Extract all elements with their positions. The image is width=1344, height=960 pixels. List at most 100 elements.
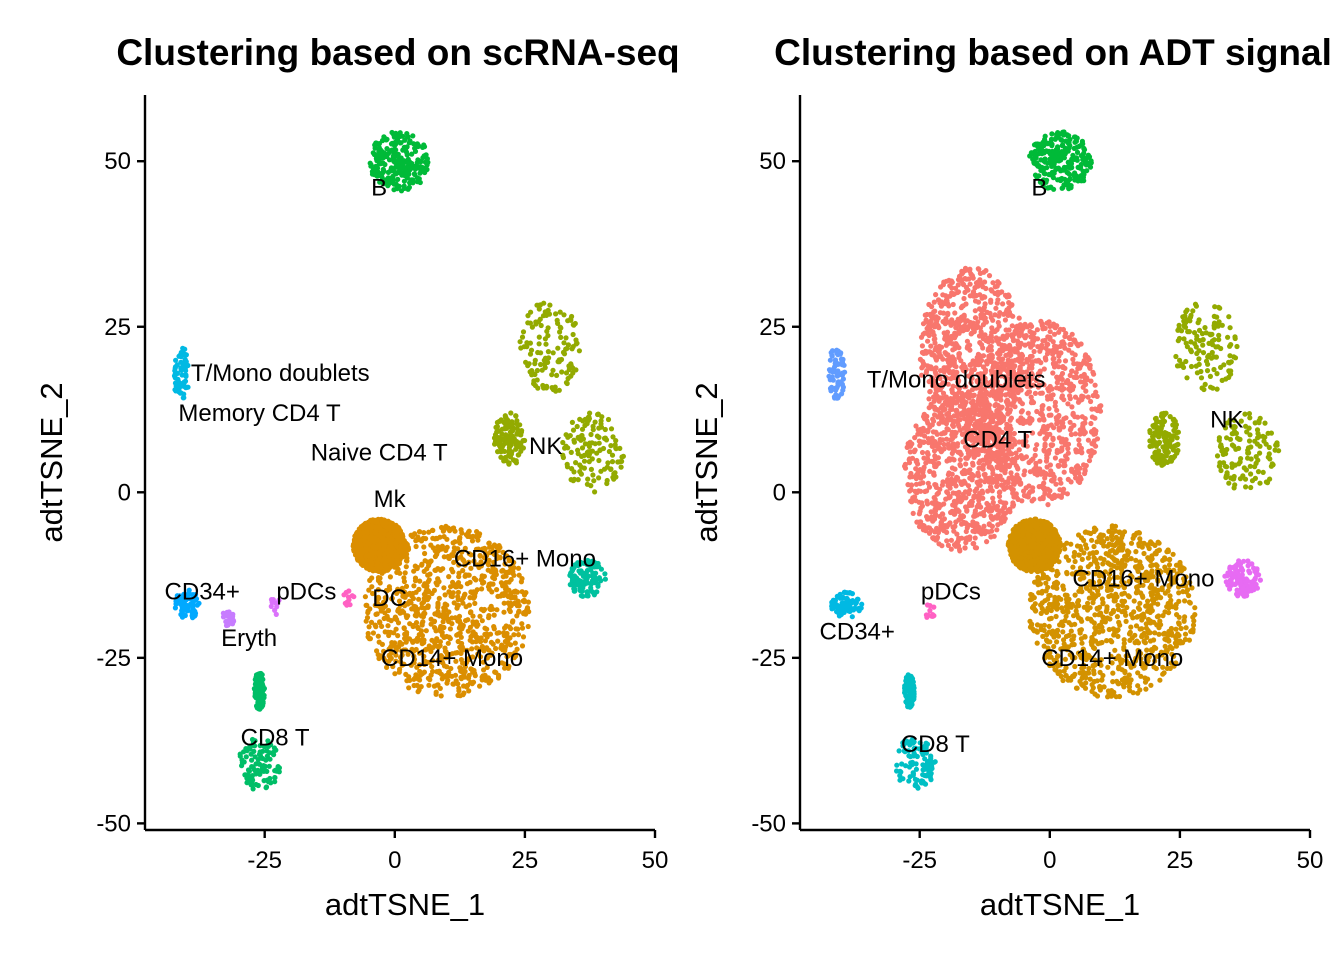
data-point [375, 587, 381, 593]
data-point [383, 137, 389, 143]
data-point [952, 310, 958, 316]
data-point [956, 351, 962, 357]
data-point [576, 348, 583, 354]
data-point [372, 566, 378, 572]
data-point [1194, 350, 1200, 357]
data-point [501, 609, 507, 615]
data-point [1183, 309, 1189, 315]
data-point [592, 419, 598, 425]
data-point [565, 318, 571, 324]
data-point [272, 607, 278, 613]
data-point [364, 615, 371, 621]
data-point [928, 343, 934, 349]
data-point [421, 669, 427, 675]
data-point [419, 561, 425, 567]
data-point [1074, 155, 1080, 161]
data-point [1274, 442, 1280, 448]
data-point [547, 302, 553, 308]
y-tick-label: 50 [104, 148, 131, 175]
data-point [1186, 329, 1192, 335]
data-point [462, 545, 468, 552]
data-point [995, 279, 1001, 285]
data-point [936, 421, 942, 427]
data-point [544, 328, 550, 334]
data-point [575, 562, 581, 569]
data-point [394, 569, 400, 576]
data-point [1004, 307, 1010, 313]
data-point [498, 580, 504, 586]
data-point [527, 351, 534, 357]
data-point [609, 459, 616, 465]
data-point [447, 652, 453, 658]
data-point [412, 638, 418, 644]
data-point [578, 593, 584, 599]
data-point [393, 658, 399, 664]
data-point [500, 567, 506, 574]
data-point [477, 683, 483, 689]
data-point [393, 626, 399, 632]
data-point [380, 169, 386, 175]
data-point [995, 297, 1001, 303]
data-point [362, 594, 368, 600]
data-point [421, 544, 427, 550]
data-point [1002, 317, 1009, 323]
data-point [926, 396, 932, 402]
data-point [944, 538, 950, 544]
data-point [438, 623, 444, 630]
data-point [468, 634, 474, 640]
data-point [1267, 456, 1273, 462]
data-point [565, 375, 571, 382]
cluster-label: CD8 T [241, 724, 310, 751]
data-point [474, 638, 480, 644]
data-point [975, 351, 982, 357]
data-point [969, 273, 975, 279]
data-point [1216, 337, 1222, 343]
data-point [379, 518, 385, 524]
data-point [428, 542, 434, 548]
data-point [940, 319, 946, 325]
data-point [479, 586, 485, 592]
data-point [413, 646, 419, 653]
data-point [373, 624, 379, 630]
data-point [381, 648, 387, 654]
data-point [417, 578, 423, 584]
data-point [1229, 464, 1235, 470]
data-point [1081, 150, 1087, 156]
data-point [557, 329, 563, 335]
data-point [448, 584, 454, 590]
data-point [395, 151, 401, 157]
data-point [515, 626, 521, 632]
data-point [382, 177, 388, 183]
data-point [412, 563, 418, 569]
data-point [520, 634, 527, 640]
data-point [357, 530, 363, 536]
data-point [1265, 430, 1271, 436]
data-point [1218, 345, 1224, 352]
data-point [536, 334, 542, 340]
data-point [1226, 480, 1232, 486]
data-point [1202, 381, 1208, 387]
data-point [499, 660, 505, 666]
data-point [573, 337, 579, 343]
data-point [477, 613, 483, 619]
data-point [596, 475, 602, 481]
data-point [421, 530, 427, 536]
cluster-label: DC [372, 585, 407, 612]
data-point [1031, 149, 1037, 156]
data-point [252, 754, 258, 760]
data-point [455, 589, 461, 596]
data-point [1188, 347, 1194, 353]
data-point [405, 134, 411, 140]
data-point [275, 764, 281, 770]
data-point [398, 155, 404, 161]
data-point [516, 452, 522, 458]
data-point [427, 677, 433, 683]
data-point [431, 587, 437, 594]
data-point [1232, 482, 1238, 488]
data-point [1072, 134, 1078, 140]
data-point [589, 589, 596, 595]
data-point [1050, 175, 1056, 181]
data-point [499, 431, 505, 437]
data-point [931, 352, 938, 359]
data-point [1159, 430, 1165, 436]
